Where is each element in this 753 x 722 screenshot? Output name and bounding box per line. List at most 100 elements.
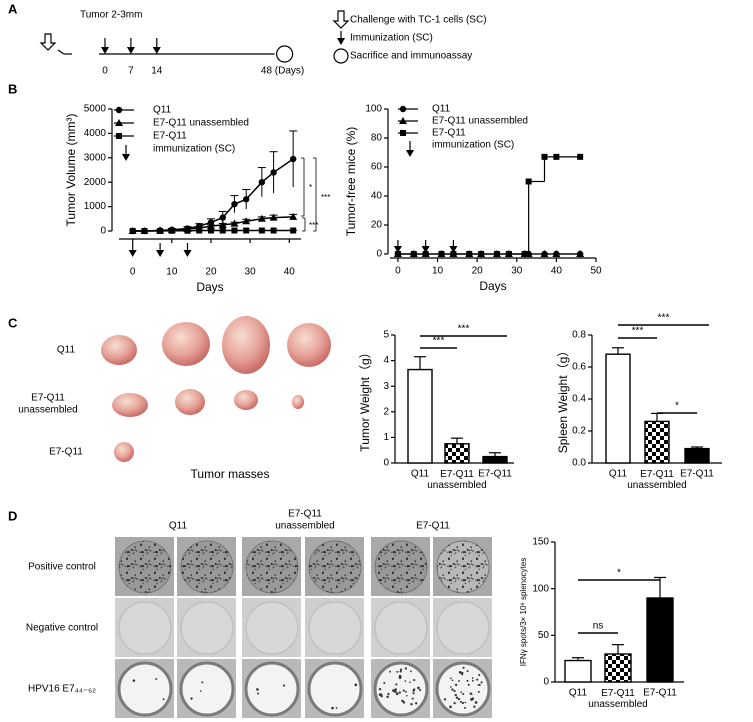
well-spot <box>132 679 136 682</box>
well-spot <box>451 688 454 691</box>
y-tick-label: 2 <box>383 406 389 417</box>
legend-label: E7-Q11 <box>153 131 187 142</box>
well <box>179 661 235 717</box>
well-spot <box>477 690 480 693</box>
well-spot <box>443 698 447 701</box>
x-tick-label: 10 <box>166 267 178 278</box>
well-spot <box>406 694 408 697</box>
well <box>244 661 300 717</box>
well-spot <box>155 678 158 680</box>
well-spot <box>471 679 474 682</box>
x-tick-label: Q11 <box>411 469 430 480</box>
immunization-arrow <box>126 38 135 54</box>
marker <box>553 153 560 160</box>
well-spot <box>411 697 414 700</box>
tumor <box>112 393 148 417</box>
marker <box>243 196 250 203</box>
marker <box>493 251 500 257</box>
well-spot <box>282 684 286 687</box>
significance-label: *** <box>658 313 670 324</box>
well-spot <box>466 670 469 673</box>
well-spot <box>476 678 479 681</box>
well-spot <box>461 671 464 675</box>
arrow-head <box>421 246 430 253</box>
arrow-head <box>449 246 458 253</box>
challenge-arrow <box>39 33 57 51</box>
immunization-arrow <box>152 38 161 54</box>
y-tick-label: 5000 <box>84 104 107 115</box>
well-spot <box>201 681 204 684</box>
marker <box>243 227 250 234</box>
well-spot <box>460 691 463 694</box>
well-spot <box>458 670 462 674</box>
marker <box>115 106 123 114</box>
significance-label: *** <box>321 193 330 202</box>
marker <box>540 250 549 257</box>
legend-label: immunization (SC) <box>153 144 235 155</box>
marker <box>196 227 203 234</box>
arrow-head <box>406 150 414 157</box>
bar <box>564 659 592 683</box>
x-tick-label: 30 <box>245 267 257 278</box>
well-spot <box>454 693 457 697</box>
well-spot <box>462 692 465 695</box>
x-tick-label: E7-Q11 unassembled <box>627 469 686 491</box>
y-tick-label: 0 <box>376 249 382 260</box>
marker <box>269 213 278 221</box>
y-tick-label: 0 <box>383 458 389 469</box>
bar <box>605 353 631 464</box>
well-spot <box>256 688 259 691</box>
legend-label: E7-Q11 unassembled <box>432 116 528 127</box>
photo-row-label: unassembled <box>18 405 77 416</box>
x-tick-label: Q11 <box>609 469 628 480</box>
marker <box>438 251 445 257</box>
x-tick-label: 20 <box>472 266 484 277</box>
well-spots <box>375 541 427 593</box>
marker <box>129 228 136 234</box>
x-tick-label: E7-Q11 <box>643 688 677 699</box>
well-spot <box>419 688 422 692</box>
well-spot <box>470 693 473 696</box>
marker <box>206 222 215 230</box>
immunization-arrow <box>183 243 192 257</box>
error-bar <box>612 347 624 355</box>
timeline-tick-label: 0 <box>102 66 108 77</box>
bar <box>407 368 433 464</box>
well-spot <box>462 666 465 669</box>
arrow-head <box>101 47 109 54</box>
well-spot <box>449 677 452 680</box>
well-spot <box>378 687 382 691</box>
arrow-head <box>122 154 130 161</box>
x-tick-label: E7-Q11 unassembled <box>427 469 486 491</box>
well-spot <box>386 695 389 699</box>
well-spot <box>453 689 456 693</box>
well-spot <box>401 699 404 703</box>
y-tick-label: 1000 <box>84 201 107 212</box>
bar <box>604 653 632 683</box>
legend-immunization-icon <box>122 145 130 161</box>
marker <box>552 250 561 257</box>
elispot-wells <box>115 537 492 718</box>
well-spot <box>453 701 456 705</box>
well-spot <box>464 706 467 709</box>
well-spot <box>410 703 413 706</box>
column-header: E7-Q11 <box>416 521 450 532</box>
well-spot <box>450 686 452 688</box>
timeline-tick-label: 48 (Days) <box>261 66 304 77</box>
well-spot <box>413 679 416 682</box>
y-axis-label: Tumor Weight（g） <box>358 346 372 451</box>
error-bar <box>451 437 463 444</box>
column-header: E7-Q11 <box>288 509 322 520</box>
panel-label: B <box>8 81 17 96</box>
photo-row-label: E7-Q11 <box>49 447 83 458</box>
x-tick-label: 30 <box>511 266 523 277</box>
error-bar <box>612 644 624 654</box>
well-spot <box>335 707 338 709</box>
y-axis-label: Tumor-free mice (%) <box>344 127 358 237</box>
legend-immunization-icon <box>406 141 414 157</box>
timeline-line <box>57 49 65 55</box>
y-tick-label: 0.2 <box>572 426 586 437</box>
significance-label: *** <box>632 326 644 337</box>
y-tick-label: 60 <box>371 162 383 173</box>
well-spots <box>309 541 361 593</box>
